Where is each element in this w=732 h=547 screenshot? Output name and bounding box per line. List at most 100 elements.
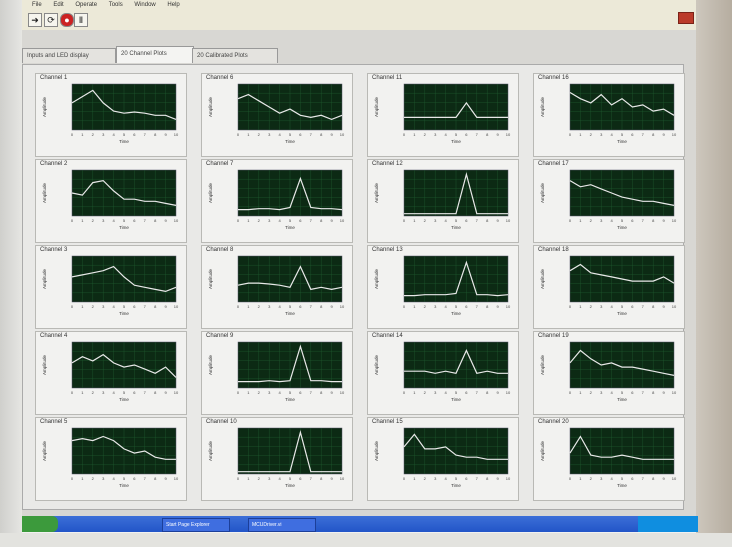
x-tick-label: 4 xyxy=(278,476,281,481)
x-tick-label: 4 xyxy=(610,218,613,223)
x-tick-label: 5 xyxy=(289,476,292,481)
chart-title: Channel 17 xyxy=(538,161,569,167)
x-tick-label: 3 xyxy=(268,390,271,395)
x-tick-label: 0 xyxy=(237,218,240,223)
x-tick-label: 10 xyxy=(506,476,511,481)
x-tick-label: 1 xyxy=(247,476,250,481)
series-line xyxy=(71,353,177,378)
menu-edit[interactable]: Edit xyxy=(53,2,64,8)
taskbar-item[interactable]: Start Page Explorer xyxy=(162,518,230,532)
x-tick-label: 2 xyxy=(424,304,427,309)
x-tick-label: 8 xyxy=(154,390,157,395)
chart-title: Channel 14 xyxy=(372,333,403,339)
series-line xyxy=(569,91,675,116)
channel-chart: Channel 16 0 1 2 3 4 5 6 7 8 9 10 Time Amplitude xyxy=(533,73,685,157)
x-tick-label: 6 xyxy=(631,132,634,137)
channel-chart: Channel 4 0 1 2 3 4 5 6 7 8 9 10 Time Amplitude xyxy=(35,331,187,415)
x-tick-label: 0 xyxy=(569,132,572,137)
x-tick-label: 10 xyxy=(340,390,345,395)
x-tick-label: 4 xyxy=(444,304,447,309)
x-axis-label: Time xyxy=(285,311,295,316)
series-line xyxy=(237,265,343,291)
x-tick-label: 0 xyxy=(237,390,240,395)
x-tick-label: 7 xyxy=(642,390,645,395)
x-axis-label: Time xyxy=(285,483,295,488)
x-tick-label: 6 xyxy=(299,476,302,481)
x-tick-label: 1 xyxy=(579,390,582,395)
x-tick-label: 7 xyxy=(642,218,645,223)
x-tick-label: 0 xyxy=(403,390,406,395)
x-axis-label: Time xyxy=(617,397,627,402)
x-tick-label: 5 xyxy=(289,304,292,309)
x-tick-label: 10 xyxy=(340,132,345,137)
menu-window[interactable]: Window xyxy=(134,2,156,8)
menu-tools[interactable]: Tools xyxy=(108,2,123,8)
x-tick-label: 5 xyxy=(123,218,126,223)
x-tick-label: 3 xyxy=(102,476,105,481)
chart-svg: 0 1 2 3 4 5 6 7 8 9 10 Time Amplitude xyxy=(42,341,179,402)
menu-operate[interactable]: Operate xyxy=(75,2,98,8)
x-tick-label: 8 xyxy=(154,476,157,481)
x-tick-label: 0 xyxy=(403,304,406,309)
abort-icon[interactable]: ● xyxy=(60,13,74,27)
chart-svg: 0 1 2 3 4 5 6 7 8 9 10 Time Amplitude xyxy=(540,83,677,144)
x-tick-label: 1 xyxy=(81,304,84,309)
front-panel: Inputs and LED display 20 Channel Plots … xyxy=(22,30,698,516)
x-tick-label: 8 xyxy=(320,390,323,395)
y-axis-label: Amplitude xyxy=(374,97,379,118)
taskbar-item[interactable]: MCUDriver.vi xyxy=(248,518,316,532)
x-tick-label: 9 xyxy=(496,218,499,223)
channel-chart: Channel 20 0 1 2 3 4 5 6 7 8 9 10 Time Amplitude xyxy=(533,417,685,501)
y-axis-label: Amplitude xyxy=(540,269,545,290)
x-tick-label: 3 xyxy=(102,218,105,223)
x-tick-label: 3 xyxy=(434,304,437,309)
chart-title: Channel 7 xyxy=(206,161,234,167)
x-tick-label: 3 xyxy=(268,476,271,481)
x-tick-label: 9 xyxy=(662,132,665,137)
chart-svg: 0 1 2 3 4 5 6 7 8 9 10 Time Amplitude xyxy=(42,169,179,230)
x-tick-label: 9 xyxy=(330,218,333,223)
x-tick-label: 4 xyxy=(112,218,115,223)
x-tick-label: 4 xyxy=(444,218,447,223)
tab-20-channel-plots[interactable]: 20 Channel Plots xyxy=(116,46,194,63)
series-line xyxy=(71,265,177,293)
menu-help[interactable]: Help xyxy=(167,2,180,8)
chart-svg: 0 1 2 3 4 5 6 7 8 9 10 Time Amplitude xyxy=(540,255,677,316)
taskbar: Start Page Explorer MCUDriver.vi xyxy=(22,516,698,532)
close-icon[interactable] xyxy=(678,12,694,24)
x-axis-label: Time xyxy=(617,225,627,230)
x-tick-label: 5 xyxy=(621,390,624,395)
series-line xyxy=(569,263,675,284)
chart-svg: 0 1 2 3 4 5 6 7 8 9 10 Time Amplitude xyxy=(374,427,511,488)
x-tick-label: 2 xyxy=(590,476,593,481)
x-tick-label: 7 xyxy=(476,132,479,137)
chart-title: Channel 15 xyxy=(372,419,403,425)
x-axis-label: Time xyxy=(119,397,129,402)
x-tick-label: 1 xyxy=(81,218,84,223)
x-tick-label: 7 xyxy=(642,304,645,309)
tab-20-calibrated-plots[interactable]: 20 Calibrated Plots xyxy=(192,48,278,63)
x-tick-label: 7 xyxy=(476,304,479,309)
x-tick-label: 0 xyxy=(569,390,572,395)
x-tick-label: 8 xyxy=(154,304,157,309)
chart-title: Channel 20 xyxy=(538,419,569,425)
pause-icon[interactable]: Ⅱ xyxy=(74,13,88,27)
x-tick-label: 6 xyxy=(465,218,468,223)
tab-inputs-led[interactable]: Inputs and LED display xyxy=(22,48,116,63)
y-axis-label: Amplitude xyxy=(208,441,213,462)
x-tick-label: 10 xyxy=(340,304,345,309)
menu-file[interactable]: File xyxy=(32,2,42,8)
x-tick-label: 9 xyxy=(164,218,167,223)
x-tick-label: 4 xyxy=(112,476,115,481)
start-button[interactable] xyxy=(22,516,58,532)
chart-title: Channel 9 xyxy=(206,333,234,339)
monitor-bezel-bottom xyxy=(0,533,732,547)
x-tick-label: 9 xyxy=(330,390,333,395)
x-tick-label: 2 xyxy=(92,132,95,137)
run-continuously-icon[interactable]: ⟳ xyxy=(44,13,58,27)
x-tick-label: 6 xyxy=(631,304,634,309)
x-tick-label: 5 xyxy=(289,132,292,137)
run-arrow-icon[interactable]: ➜ xyxy=(28,13,42,27)
x-tick-label: 6 xyxy=(133,304,136,309)
x-tick-label: 8 xyxy=(320,132,323,137)
